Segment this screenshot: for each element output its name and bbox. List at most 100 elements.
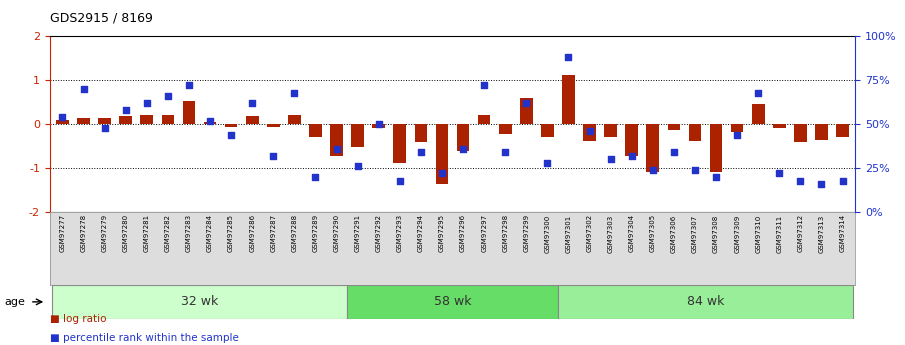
Point	[540, 160, 555, 166]
Point	[371, 121, 386, 127]
Point	[55, 115, 70, 120]
Point	[582, 128, 596, 134]
Bar	[457, 124, 470, 150]
Point	[835, 178, 850, 183]
Text: GSM97299: GSM97299	[523, 214, 529, 253]
Text: GSM97296: GSM97296	[460, 214, 466, 253]
Bar	[773, 124, 786, 128]
Point	[772, 171, 786, 176]
Point	[624, 153, 639, 159]
Text: 84 wk: 84 wk	[687, 295, 724, 308]
Bar	[288, 115, 300, 124]
Bar	[330, 124, 343, 156]
Point	[203, 118, 217, 124]
Bar	[815, 124, 828, 140]
Bar	[348, 285, 557, 319]
Text: GSM97277: GSM97277	[60, 214, 65, 253]
Text: GSM97306: GSM97306	[671, 214, 677, 253]
Text: GSM97313: GSM97313	[818, 214, 824, 253]
Text: GSM97314: GSM97314	[840, 214, 845, 253]
Point	[224, 132, 238, 138]
Text: GSM97286: GSM97286	[249, 214, 255, 253]
Point	[287, 90, 301, 95]
Text: GDS2915 / 8169: GDS2915 / 8169	[50, 11, 153, 24]
Text: GSM97289: GSM97289	[312, 214, 319, 253]
Point	[98, 125, 112, 130]
Point	[266, 153, 281, 159]
Bar	[520, 98, 533, 124]
Bar	[752, 105, 765, 124]
Text: GSM97281: GSM97281	[144, 214, 149, 253]
Bar	[99, 118, 111, 124]
Text: ■ log ratio: ■ log ratio	[50, 314, 106, 324]
Text: 32 wk: 32 wk	[181, 295, 218, 308]
Bar	[435, 124, 448, 184]
Point	[645, 167, 660, 173]
Point	[667, 150, 681, 155]
Bar	[689, 124, 701, 141]
Point	[329, 146, 344, 151]
Point	[309, 174, 323, 180]
Bar	[246, 116, 259, 124]
Text: GSM97291: GSM97291	[355, 214, 360, 253]
Text: GSM97307: GSM97307	[692, 214, 698, 253]
Text: GSM97284: GSM97284	[207, 214, 213, 252]
Text: GSM97278: GSM97278	[81, 214, 87, 253]
Text: GSM97294: GSM97294	[418, 214, 424, 252]
Text: GSM97280: GSM97280	[123, 214, 129, 253]
Bar	[794, 124, 806, 142]
Bar	[562, 75, 575, 124]
Point	[751, 90, 766, 95]
Bar	[541, 124, 554, 137]
Bar	[372, 124, 385, 128]
Bar	[583, 124, 595, 141]
Text: GSM97290: GSM97290	[334, 214, 339, 253]
Bar	[140, 115, 153, 124]
Point	[793, 178, 807, 183]
Point	[119, 107, 133, 113]
Bar	[52, 285, 348, 319]
Text: 58 wk: 58 wk	[433, 295, 472, 308]
Point	[350, 164, 365, 169]
Bar	[183, 101, 195, 124]
Bar	[668, 124, 681, 130]
Point	[414, 150, 428, 155]
Text: GSM97302: GSM97302	[586, 214, 593, 253]
Bar	[267, 124, 280, 127]
Point	[814, 181, 829, 187]
Point	[76, 86, 91, 92]
Bar	[499, 124, 511, 134]
Bar	[605, 124, 617, 137]
Point	[709, 174, 723, 180]
Text: GSM97288: GSM97288	[291, 214, 298, 253]
Point	[182, 83, 196, 88]
Point	[561, 55, 576, 60]
Text: GSM97295: GSM97295	[439, 214, 445, 252]
Point	[434, 171, 449, 176]
Text: GSM97308: GSM97308	[713, 214, 719, 253]
Point	[498, 150, 512, 155]
Bar	[414, 124, 427, 142]
Text: GSM97297: GSM97297	[481, 214, 487, 253]
Text: GSM97298: GSM97298	[502, 214, 509, 253]
Bar	[394, 124, 406, 163]
Bar	[224, 124, 237, 127]
Point	[139, 100, 154, 106]
Text: GSM97303: GSM97303	[607, 214, 614, 253]
Text: GSM97305: GSM97305	[650, 214, 656, 253]
Text: age: age	[5, 297, 25, 307]
Text: GSM97300: GSM97300	[545, 214, 550, 253]
Text: GSM97287: GSM97287	[271, 214, 276, 253]
Bar	[731, 124, 744, 132]
Bar	[557, 285, 853, 319]
Point	[393, 178, 407, 183]
Text: GSM97310: GSM97310	[756, 214, 761, 253]
Bar	[204, 122, 216, 124]
Bar	[646, 124, 659, 172]
Bar	[310, 124, 322, 137]
Bar	[161, 115, 174, 124]
Text: GSM97292: GSM97292	[376, 214, 382, 252]
Bar	[351, 124, 364, 147]
Bar	[478, 115, 491, 124]
Point	[245, 100, 260, 106]
